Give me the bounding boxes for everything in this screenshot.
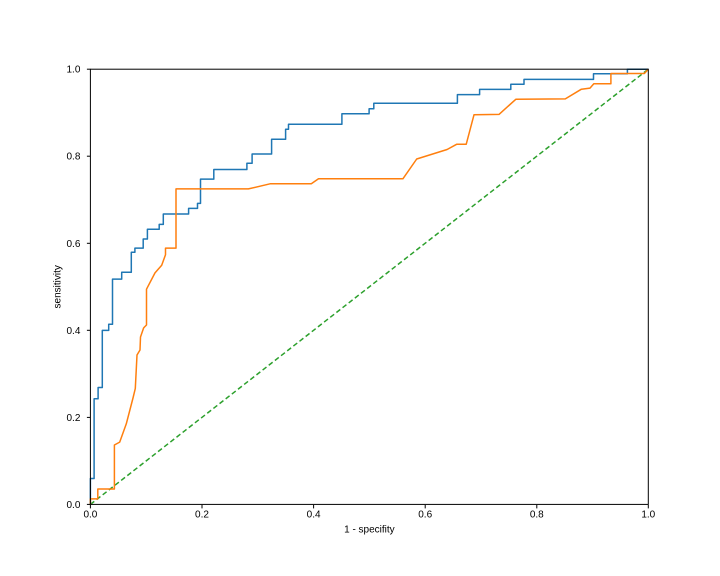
svg-text:0.6: 0.6 bbox=[66, 239, 80, 250]
svg-text:0.2: 0.2 bbox=[195, 510, 209, 521]
svg-text:0.6: 0.6 bbox=[418, 510, 432, 521]
svg-text:0.4: 0.4 bbox=[307, 510, 321, 521]
svg-text:0.8: 0.8 bbox=[530, 510, 544, 521]
svg-text:1.0: 1.0 bbox=[641, 510, 655, 521]
svg-text:0.8: 0.8 bbox=[66, 152, 80, 163]
svg-text:0.0: 0.0 bbox=[66, 500, 80, 511]
svg-text:0.4: 0.4 bbox=[66, 326, 80, 337]
svg-text:sensitivity: sensitivity bbox=[53, 265, 64, 308]
svg-text:1 - specifity: 1 - specifity bbox=[344, 525, 395, 536]
svg-text:0.2: 0.2 bbox=[66, 413, 80, 424]
svg-text:0.0: 0.0 bbox=[83, 510, 97, 521]
svg-text:1.0: 1.0 bbox=[66, 65, 80, 76]
